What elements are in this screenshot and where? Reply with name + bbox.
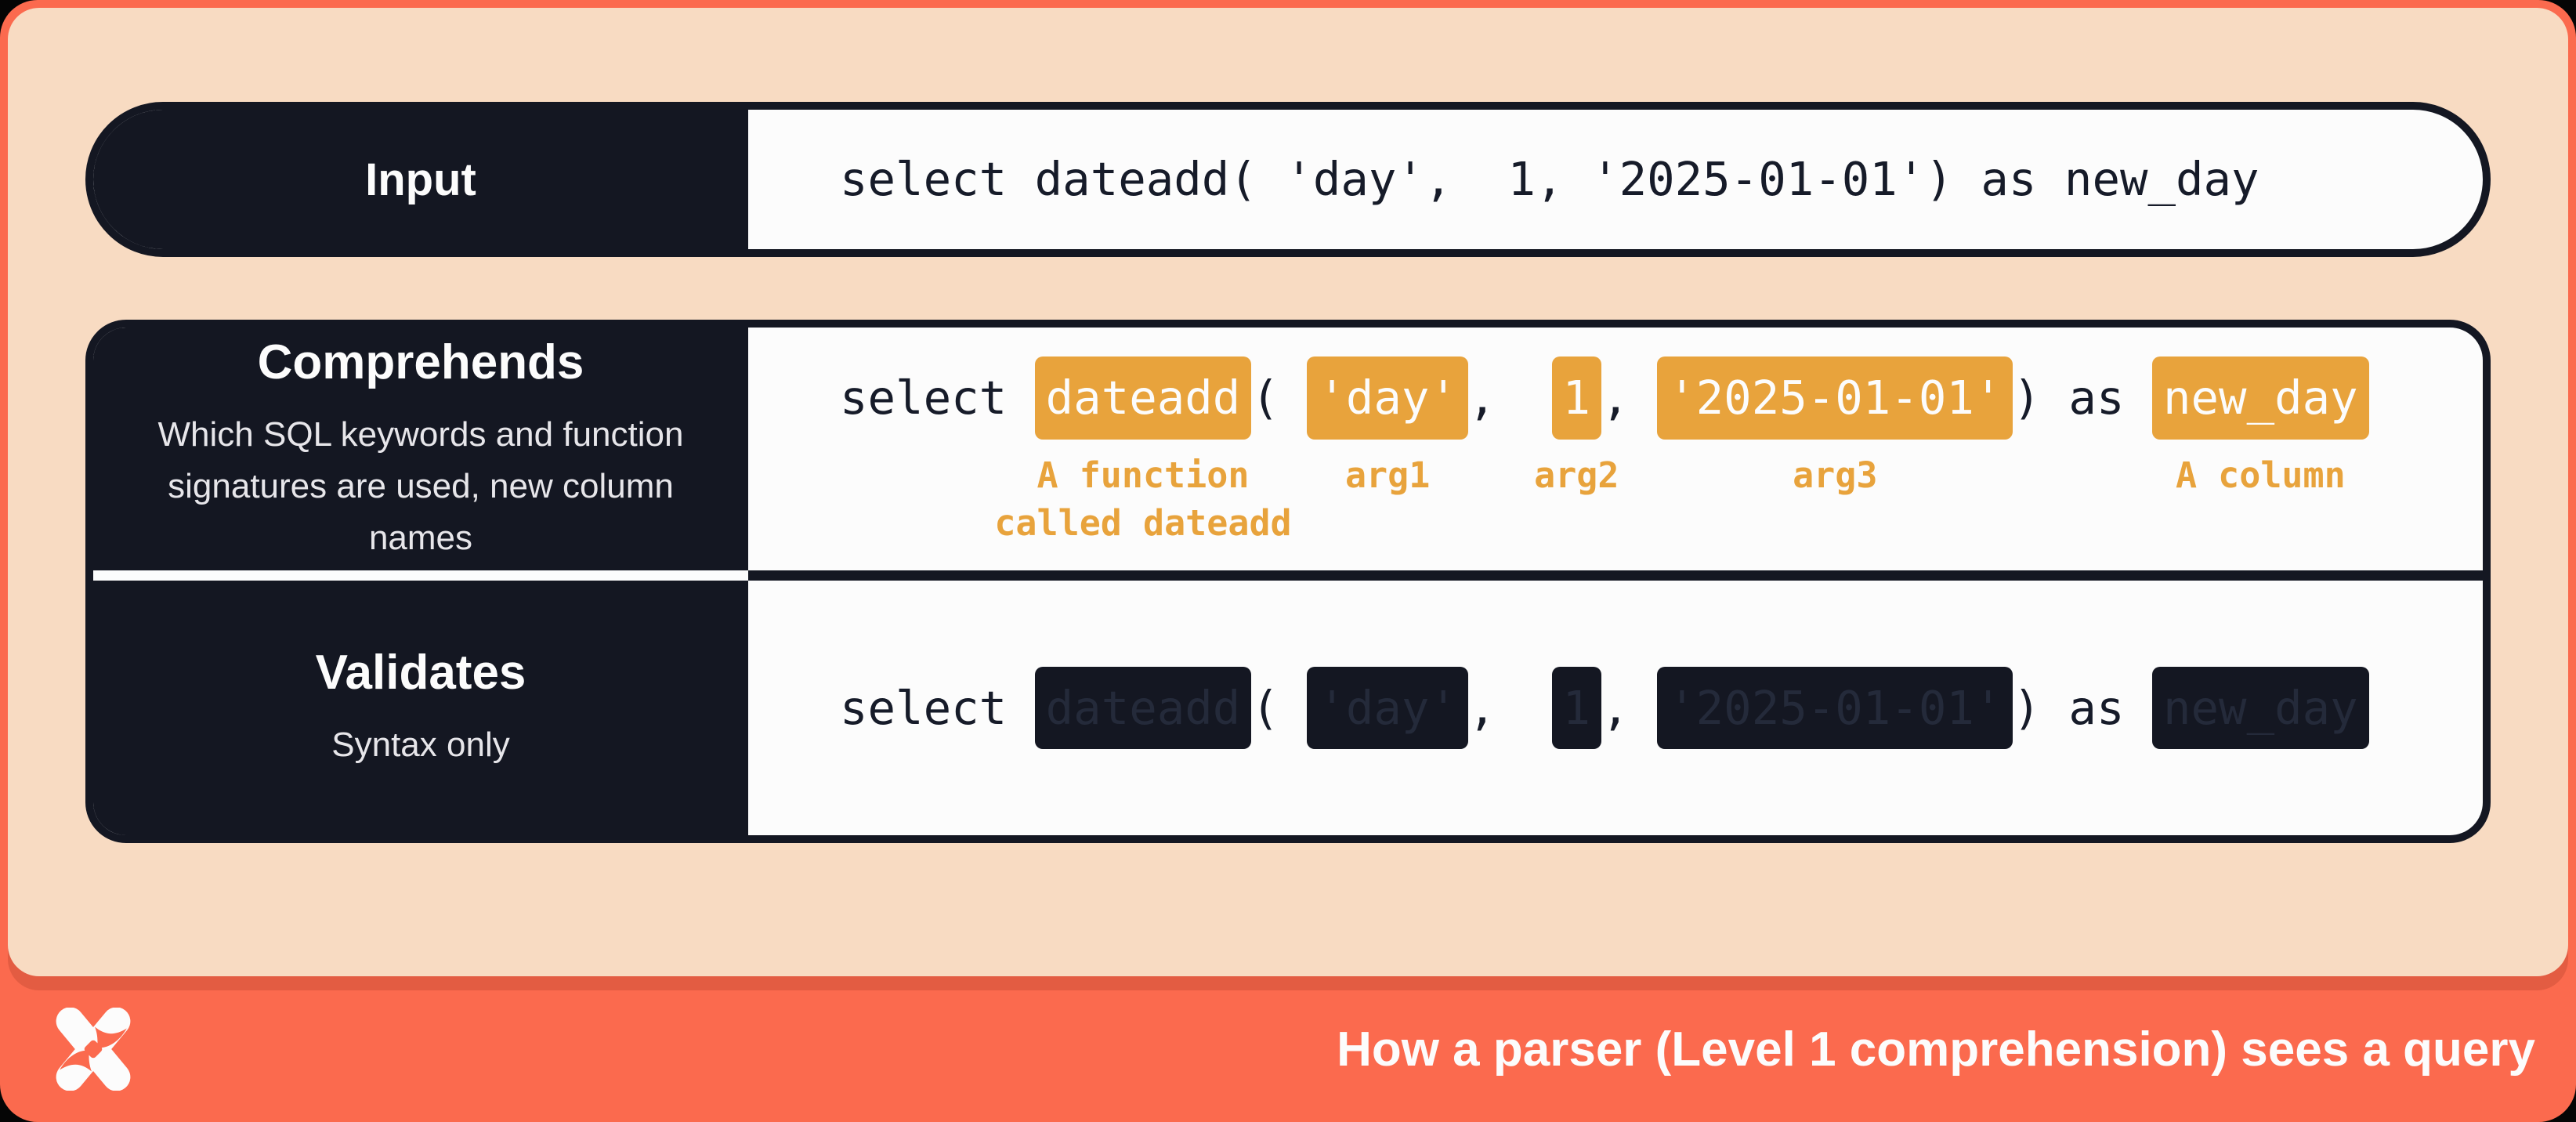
highlighted-token: 'day' arg1 <box>1307 357 1468 496</box>
redacted-token: 'day' <box>1307 666 1468 750</box>
highlighted-token: 1 arg2 <box>1534 357 1619 496</box>
code-text: , <box>1467 371 1552 425</box>
input-query-text: select dateadd( 'day', 1, '2025-01-01') … <box>840 152 2259 207</box>
redacted-token: '2025-01-01' <box>1657 666 2013 750</box>
validates-title: Validates <box>315 646 526 700</box>
parser-levels-block: Comprehends Which SQL keywords and funct… <box>85 320 2491 843</box>
input-row-label-text: Input <box>365 154 476 205</box>
footer-bar: How a parser (Level 1 comprehension) see… <box>0 976 2576 1122</box>
code-text: ) as <box>2013 680 2152 735</box>
comprehends-content: select dateadd A function called dateadd(… <box>748 328 2483 570</box>
row-divider-right <box>748 570 2483 581</box>
validates-code-line: select dateadd( 'day', 1, '2025-01-01') … <box>840 666 2369 750</box>
input-code-line: select dateadd( 'day', 1, '2025-01-01') … <box>840 153 2259 206</box>
input-row: Input select dateadd( 'day', 1, '2025-01… <box>85 102 2491 257</box>
token-annotation: A column <box>2175 454 2346 496</box>
comprehends-label: Comprehends Which SQL keywords and funct… <box>93 328 748 570</box>
code-text: ) as <box>2013 371 2152 425</box>
code-text: ( <box>1251 680 1308 735</box>
diagram-panel: Input select dateadd( 'day', 1, '2025-01… <box>8 8 2568 976</box>
code-text: , <box>1467 680 1552 735</box>
code-text: ( <box>1251 371 1308 425</box>
x-star-logo-icon <box>56 1008 131 1091</box>
highlighted-token: '2025-01-01' arg3 <box>1657 357 2013 496</box>
validates-content: select dateadd( 'day', 1, '2025-01-01') … <box>748 581 2483 835</box>
code-text: select <box>840 680 1035 735</box>
token-annotation: arg2 <box>1534 454 1619 496</box>
input-row-label: Input <box>93 110 748 249</box>
token-annotation: arg3 <box>1793 454 1878 496</box>
validates-subtitle: Syntax only <box>331 726 510 764</box>
input-row-content: select dateadd( 'day', 1, '2025-01-01') … <box>748 110 2483 249</box>
footer-title: How a parser (Level 1 comprehension) see… <box>1337 1022 2535 1077</box>
comprehends-code-line: select dateadd A function called dateadd(… <box>840 357 2369 544</box>
comprehends-subtitle: Which SQL keywords and function signatur… <box>157 414 684 557</box>
comprehends-title: Comprehends <box>257 335 584 389</box>
code-text: , <box>1601 371 1658 425</box>
row-divider-left <box>93 570 748 581</box>
redacted-token: 1 <box>1551 666 1602 750</box>
code-text: select <box>840 371 1035 425</box>
highlighted-token: dateadd A function called dateadd <box>994 357 1292 544</box>
redacted-token: dateadd <box>1034 666 1252 750</box>
validates-label: Validates Syntax only <box>93 581 748 835</box>
code-text: , <box>1601 680 1658 735</box>
token-annotation: arg1 <box>1344 454 1431 496</box>
token-annotation: A function called dateadd <box>994 454 1292 544</box>
redacted-token: new_day <box>2152 666 2369 750</box>
highlighted-token: new_day A column <box>2152 357 2369 496</box>
